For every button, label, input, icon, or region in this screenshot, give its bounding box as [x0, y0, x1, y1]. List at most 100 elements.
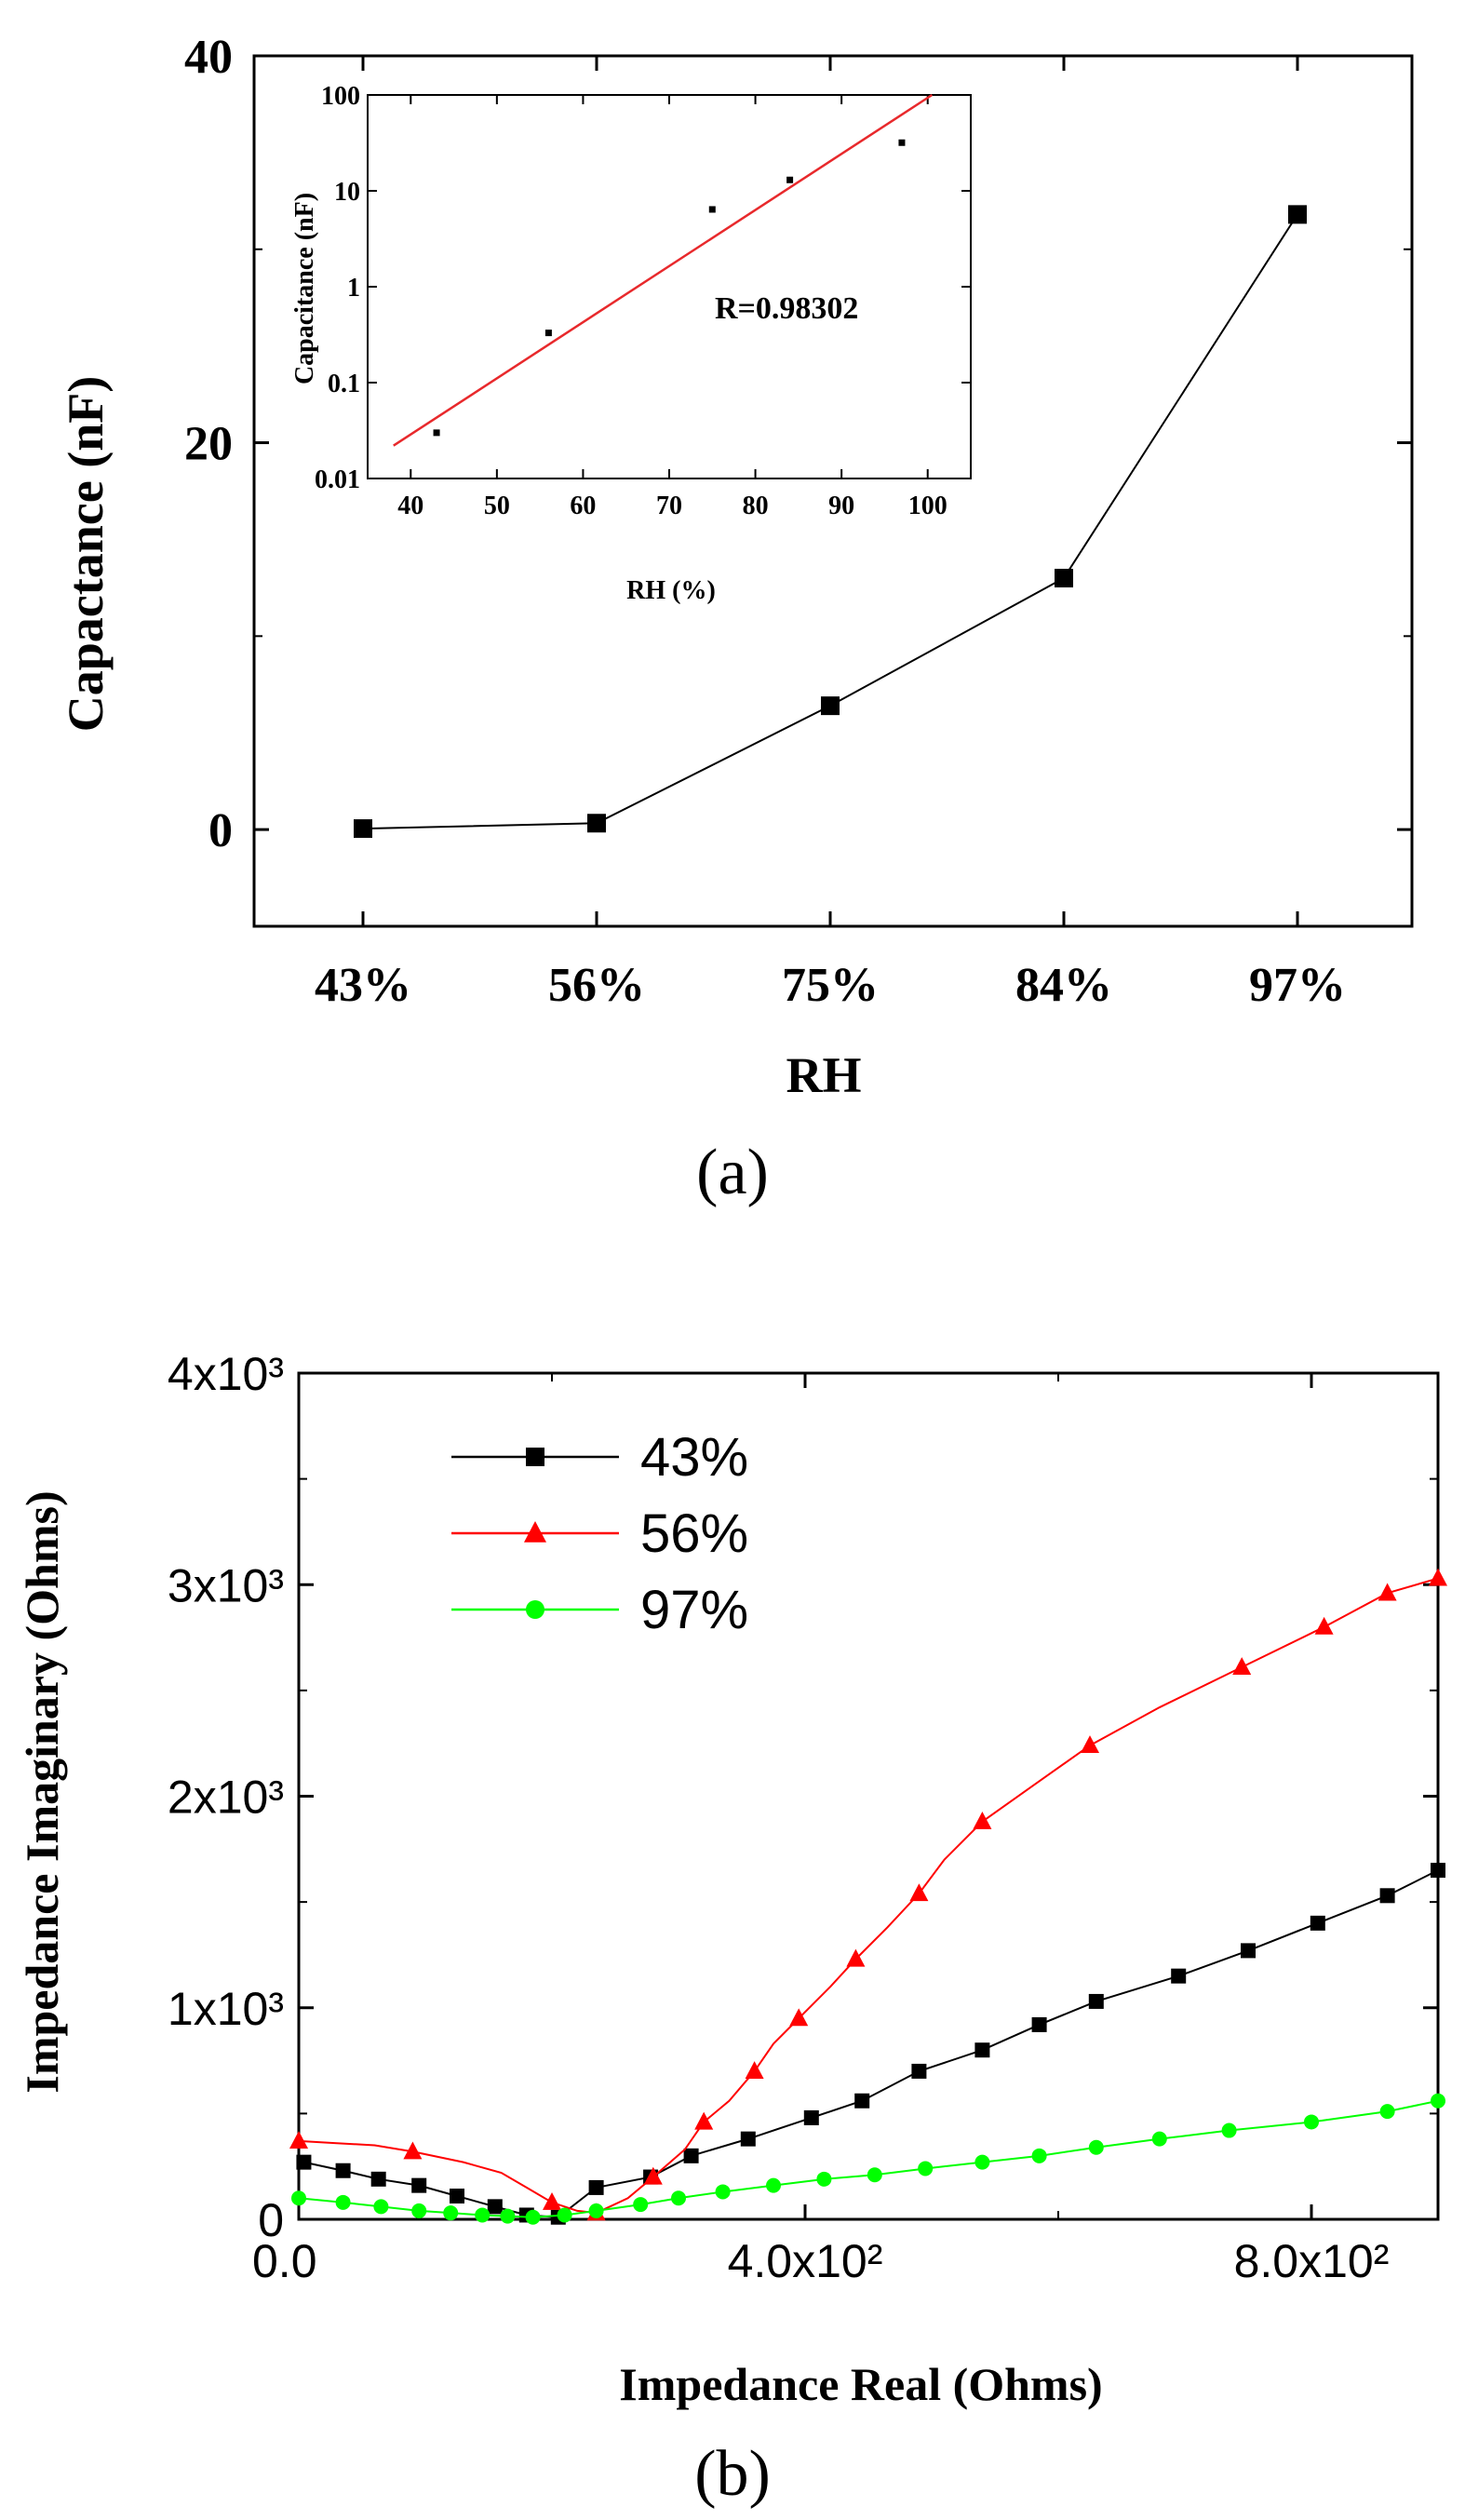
panel-a-data-point [1288, 205, 1307, 224]
inset-fit-annotation: R=0.98302 [715, 291, 858, 326]
series-data-point [1241, 1943, 1256, 1959]
series-data-point [1031, 2016, 1047, 2032]
inset-x-axis-label: RH (%) [626, 576, 716, 605]
panel-b-y-tick-label: 3x10³ [168, 1559, 284, 1611]
legend-marker [524, 1521, 546, 1543]
x-tick-label: 56% [548, 959, 645, 1012]
panel-b-y-tick-label: 1x10³ [168, 1983, 284, 2035]
series-data-point [1304, 2114, 1319, 2130]
series-data-point [1310, 1915, 1325, 1931]
legend-label: 43% [640, 1427, 748, 1488]
panel-a-y-ticks: 0 20 40 [184, 31, 1412, 857]
series-data-point [411, 2203, 427, 2218]
series-data-point [475, 2207, 491, 2223]
panel-a-y-axis-label: Capactance (nF) [58, 376, 114, 732]
series-data-point [1221, 2122, 1237, 2138]
y-tick-label: 20 [184, 418, 233, 471]
inset-x-tick-label: 100 [908, 492, 948, 520]
legend-marker [526, 1600, 544, 1619]
series-data-point [973, 1811, 992, 1829]
panel-b-plot-frame [297, 1371, 1440, 2221]
panel-b-y-tick-label: 2x10³ [168, 1772, 284, 1824]
panel-b-x-tick-label: 4.0x10² [728, 2235, 883, 2287]
series-data-point [816, 2171, 832, 2187]
y-tick-label: 40 [184, 31, 233, 84]
series-data-point [1171, 1968, 1187, 1984]
series-data-point [335, 2194, 351, 2210]
y-tick-label: 0 [208, 804, 233, 857]
legend-item: 56% [451, 1503, 748, 1564]
inset-x-tick-label: 40 [397, 492, 423, 520]
series-data-point [1431, 2093, 1445, 2109]
inset-data-point [433, 429, 440, 437]
x-tick-label: 75% [782, 959, 879, 1012]
series-56pct [289, 1568, 1447, 2221]
series-data-point [411, 2177, 427, 2193]
panel-a-data-point [587, 814, 606, 833]
series-data-point [525, 2209, 541, 2225]
series-data-point [296, 2154, 312, 2170]
inset-data-point [898, 139, 906, 146]
inset-y-tick-label: 0.1 [328, 370, 360, 398]
series-data-point [289, 2131, 308, 2149]
series-data-point [403, 2141, 423, 2160]
x-tick-label: 97% [1249, 959, 1346, 1012]
series-data-point [450, 2189, 464, 2204]
series-data-point [1088, 1993, 1104, 2009]
series-data-point [1088, 2139, 1104, 2155]
series-data-point [335, 2163, 351, 2178]
panel-a-x-axis-label: RH [786, 1047, 862, 1103]
series-data-point [1151, 2131, 1167, 2147]
legend-item: 97% [451, 1580, 748, 1640]
panel-b-x-ticks: 0.0 4.0x10² 8.0x10² [252, 1373, 1389, 2287]
inset-y-axis-label: Capacitance (nF) [290, 193, 319, 384]
series-data-point [373, 2199, 389, 2215]
series-data-point [683, 2148, 699, 2163]
series-data-point [867, 2167, 882, 2183]
series-data-point [974, 2154, 990, 2170]
inset-fit-line [393, 93, 934, 447]
series-data-point [487, 2199, 503, 2215]
series-data-point [443, 2205, 459, 2221]
series-data-point [291, 2190, 306, 2206]
legend-item: 43% [451, 1427, 748, 1488]
legend-marker [526, 1448, 544, 1466]
inset-background [368, 95, 971, 553]
series-data-point [1081, 1735, 1099, 1754]
series-data-point [588, 2179, 604, 2195]
panel-b-y-tick-label: 4x10³ [168, 1348, 284, 1400]
panel-a-data-point [1055, 569, 1073, 587]
panel-a-label: (a) [696, 1137, 769, 1208]
series-data-point [588, 2203, 604, 2218]
inset-y-ticks: 0.01 0.1 1 10 100 [315, 82, 971, 494]
panel-b-y-tick-label: 0 [258, 2194, 284, 2246]
panel-b-label: (b) [694, 2438, 771, 2510]
series-data-point [745, 2061, 764, 2080]
inset-y-tick-label: 100 [321, 82, 360, 111]
inset-x-tick-label: 80 [743, 492, 769, 520]
series-data-point [633, 2197, 649, 2213]
series-data-point [740, 2131, 756, 2147]
series-data-point [803, 2109, 819, 2125]
series-data-point [911, 2063, 927, 2079]
series-data-point [557, 2207, 572, 2223]
series-data-point [766, 2177, 781, 2193]
inset-x-ticks: 40 50 60 70 80 90 100 [397, 95, 948, 520]
panel-b-x-tick-label: 0.0 [252, 2235, 317, 2287]
series-data-point [1379, 2104, 1395, 2120]
x-tick-label: 43% [315, 959, 411, 1012]
panel-a-plot-frame [252, 54, 1414, 928]
panel-b-legend: 43% 56% 97% [451, 1427, 748, 1640]
series-97pct [291, 2093, 1445, 2225]
panel-a-series [354, 205, 1307, 839]
series-data-point [643, 2166, 663, 2185]
inset-series [393, 93, 934, 447]
series-data-point [671, 2190, 686, 2206]
inset-x-tick-label: 60 [570, 492, 596, 520]
panel-b-y-axis-label: Impedance Imaginary (Ohms) [16, 1490, 68, 2093]
inset-data-point [544, 330, 552, 337]
series-data-point [1431, 1863, 1445, 1879]
